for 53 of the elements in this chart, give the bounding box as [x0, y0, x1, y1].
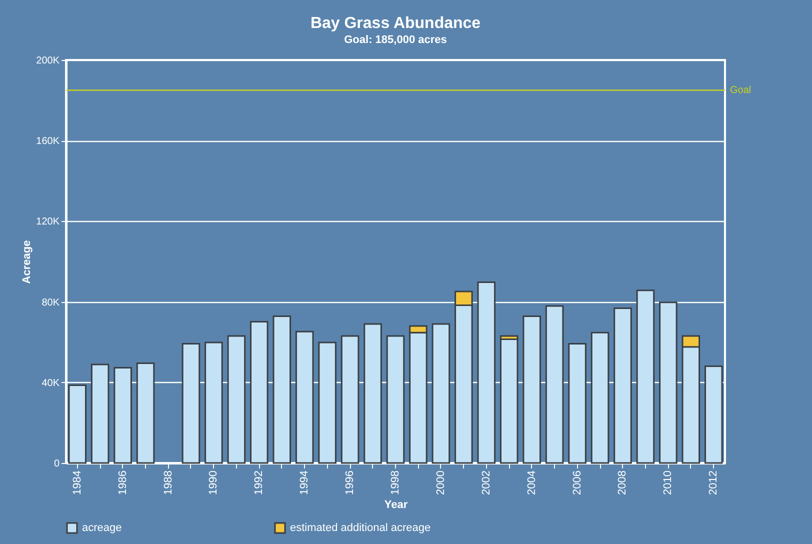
x-tick-label: 2006 [571, 470, 584, 495]
x-tick-label: 2012 [708, 470, 720, 495]
bar [68, 384, 86, 464]
bar [477, 282, 496, 464]
bar [432, 323, 450, 464]
x-tick-label: 1990 [208, 470, 220, 495]
y-tick-label: 120K [36, 216, 60, 228]
ref-line-label: Goal [730, 85, 752, 96]
bar [545, 305, 564, 464]
bar [568, 342, 586, 464]
bar [318, 342, 336, 464]
bar [590, 332, 610, 464]
bar [500, 338, 518, 464]
y-tick-label: 40K [42, 378, 60, 389]
bar [522, 316, 541, 464]
legend-label: acreage [82, 522, 122, 534]
x-tick-label: 1984 [71, 470, 84, 495]
x-tick-label: 1998 [390, 470, 402, 495]
x-tick-label: 1994 [298, 470, 311, 495]
x-tick-label: 2000 [434, 470, 447, 495]
bar [659, 302, 678, 464]
y-tick-label: 80K [42, 297, 60, 308]
bar [250, 321, 268, 464]
bar [364, 323, 382, 464]
bar [636, 290, 655, 464]
bar [614, 308, 632, 464]
x-tick-label: 1986 [116, 470, 129, 495]
bar [204, 342, 223, 464]
x-tick-label: 1988 [162, 470, 174, 495]
y-tick-label: 0 [54, 458, 60, 470]
x-tick-label: 2004 [526, 470, 538, 495]
x-tick-label: 2008 [616, 470, 629, 495]
bar [340, 335, 360, 464]
x-tick-label: 2010 [662, 470, 674, 495]
x-tick-label: 2002 [480, 470, 492, 495]
bar [272, 316, 292, 464]
bar [227, 335, 246, 464]
x-tick-label: 1996 [344, 470, 356, 495]
y-axis-title: Acreage [21, 240, 34, 284]
bar [136, 362, 155, 464]
chart-subtitle: Goal: 185,000 acres [344, 34, 447, 46]
legend-label: estimated additional acreage [290, 522, 431, 534]
bar [90, 364, 110, 464]
bar [704, 366, 723, 464]
y-tick-label: 160K [36, 136, 60, 148]
chart-title: Bay Grass Abundance [310, 15, 481, 32]
y-tick-label: 200K [36, 56, 60, 66]
bar [114, 366, 132, 464]
bar [295, 330, 314, 464]
x-tick-label: 1992 [253, 470, 266, 495]
bar [182, 342, 200, 464]
x-axis-title: Year [384, 498, 408, 511]
bar [386, 335, 405, 464]
